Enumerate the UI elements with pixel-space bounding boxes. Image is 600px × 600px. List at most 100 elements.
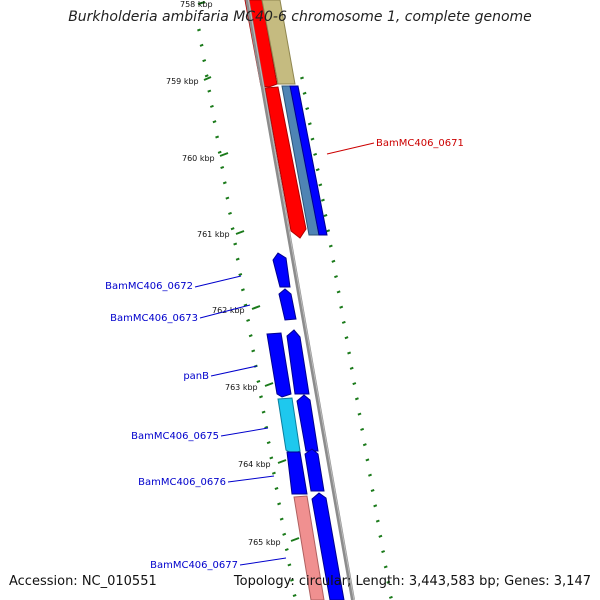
- minor-tick-inner-10: [222, 181, 227, 185]
- gene-label-bammc406-0672[interactable]: BamMC406_0672: [105, 281, 193, 292]
- minor-tick-outer-24: [362, 443, 367, 447]
- minor-tick-inner-14: [233, 242, 238, 246]
- minor-tick-inner-34: [284, 548, 289, 552]
- leader-bammc406-0673: [199, 304, 251, 319]
- minor-tick-outer-0: [300, 76, 304, 80]
- minor-tick-inner-27: [266, 441, 271, 445]
- minor-tick-outer-3: [307, 122, 312, 126]
- minor-tick-inner-24: [259, 395, 263, 399]
- gene-feature-panb[interactable]: [266, 332, 292, 398]
- minor-tick-inner-18: [243, 303, 248, 307]
- minor-tick-inner-9: [220, 165, 225, 170]
- minor-tick-outer-20: [352, 382, 357, 386]
- minor-tick-outer-21: [354, 397, 359, 401]
- minor-tick-inner-13: [230, 227, 235, 231]
- minor-tick-inner-11: [225, 196, 230, 200]
- leader-bammc406-0676: [227, 475, 275, 483]
- major-tick-760: [219, 152, 229, 157]
- gene-features: [244, 0, 345, 600]
- minor-tick-inner-15: [235, 257, 240, 261]
- gene-feature-bammc406-0673[interactable]: [278, 288, 297, 321]
- minor-tick-outer-18: [347, 351, 352, 355]
- minor-tick-inner-33: [282, 532, 287, 536]
- minor-tick-inner-17: [240, 288, 245, 292]
- minor-tick-outer-5: [313, 152, 318, 156]
- minor-tick-outer-22: [357, 412, 362, 416]
- minor-tick-inner-12: [228, 211, 232, 215]
- kbp-label-758: 758 kbp: [180, 0, 213, 9]
- topology-text: Topology: circular; Length: 3,443,583 bp…: [233, 574, 591, 589]
- minor-tick-inner-20: [248, 334, 253, 338]
- minor-tick-outer-27: [370, 488, 375, 493]
- major-kbp-ticks: [197, 1, 300, 542]
- minor-tick-inner-1: [199, 43, 204, 47]
- minor-tick-outer-6: [315, 168, 320, 172]
- gene-feature-red-lower[interactable]: [264, 86, 307, 239]
- minor-tick-outer-11: [328, 244, 333, 248]
- minor-tick-inner-4: [207, 89, 212, 93]
- minor-tick-outer-19: [349, 366, 354, 370]
- gene-feature-bammc406-0672[interactable]: [272, 252, 291, 288]
- major-tick-759: [203, 76, 212, 81]
- minor-tick-inner-5: [209, 104, 214, 108]
- minor-tick-inner-23: [256, 379, 261, 384]
- genome-title: Burkholderia ambifaria MC40-6 chromosome…: [68, 9, 532, 25]
- minor-tick-outer-34: [388, 595, 393, 599]
- minor-tick-inner-16: [238, 272, 243, 277]
- minor-tick-outer-10: [326, 229, 331, 233]
- gene-feature-bammc406-0677[interactable]: [293, 495, 325, 600]
- gene-label-bammc406-0671[interactable]: BamMC406_0671: [376, 138, 464, 149]
- kbp-label-765: 765 kbp: [248, 538, 281, 547]
- kbp-label-763: 763 kbp: [225, 383, 258, 392]
- major-tick-761: [235, 230, 245, 235]
- gene-label-bammc406-0677[interactable]: BamMC406_0677: [150, 560, 238, 571]
- gene-feature-blue-right-0677[interactable]: [311, 492, 345, 600]
- minor-tick-outer-4: [310, 137, 315, 141]
- minor-tick-outer-9: [323, 213, 328, 218]
- kbp-label-759: 759 kbp: [166, 77, 199, 86]
- gene-feature-blue-0671-partner[interactable]: [289, 85, 328, 236]
- minor-tick-inner-19: [246, 318, 251, 322]
- gene-labels: BamMC406_0671 BamMC406_0672 BamMC406_067…: [105, 138, 464, 571]
- minor-tick-inner-6: [212, 120, 217, 124]
- minor-tick-inner-29: [271, 471, 276, 475]
- leader-bammc406-0671: [326, 142, 375, 155]
- gene-label-bammc406-0673[interactable]: BamMC406_0673: [110, 313, 198, 324]
- leader-panb: [210, 365, 258, 377]
- minor-tick-inner-28: [269, 456, 274, 460]
- major-tick-763: [264, 382, 274, 387]
- gene-feature-blue-right-panb[interactable]: [286, 329, 310, 395]
- minor-tick-outer-26: [368, 473, 372, 477]
- minor-tick-outer-1: [302, 91, 307, 95]
- gene-label-bammc406-0675[interactable]: BamMC406_0675: [131, 431, 219, 442]
- gene-feature-bammc406-0676[interactable]: [286, 451, 308, 495]
- minor-tick-inner-8: [217, 150, 222, 154]
- minor-tick-outer-14: [336, 290, 341, 294]
- gene-feature-bammc406-0675[interactable]: [277, 397, 301, 455]
- chromosome-backbone: [245, 0, 355, 600]
- gene-feature-blue-right-0676[interactable]: [304, 448, 325, 492]
- minor-tick-inner-36: [290, 578, 294, 582]
- minor-tick-outer-7: [318, 183, 323, 187]
- minor-tick-outer-31: [381, 550, 386, 554]
- kbp-label-760: 760 kbp: [182, 154, 215, 163]
- kbp-label-761: 761 kbp: [197, 230, 230, 239]
- gene-label-leaders: [194, 142, 375, 566]
- minor-tick-outer-15: [339, 305, 344, 309]
- minor-tick-outer-29: [375, 519, 380, 523]
- major-tick-762: [251, 305, 261, 310]
- gene-feature-olive[interactable]: [261, 0, 296, 85]
- minor-tick-inner-3: [204, 74, 209, 78]
- minor-tick-outer-28: [373, 504, 378, 508]
- gene-label-bammc406-0676[interactable]: BamMC406_0676: [138, 477, 226, 488]
- minor-tick-outer-8: [320, 198, 325, 202]
- gene-label-panb[interactable]: panB: [183, 371, 209, 382]
- chromosome-backbone-highlight: [247, 0, 355, 600]
- minor-tick-inner-7: [215, 135, 220, 139]
- minor-tick-outer-25: [365, 458, 370, 462]
- gene-feature-blue-right-0675[interactable]: [296, 394, 319, 452]
- minor-tick-inner-30: [274, 486, 279, 491]
- minor-tick-inner-2: [202, 59, 207, 63]
- minor-tick-inner-37: [292, 593, 297, 598]
